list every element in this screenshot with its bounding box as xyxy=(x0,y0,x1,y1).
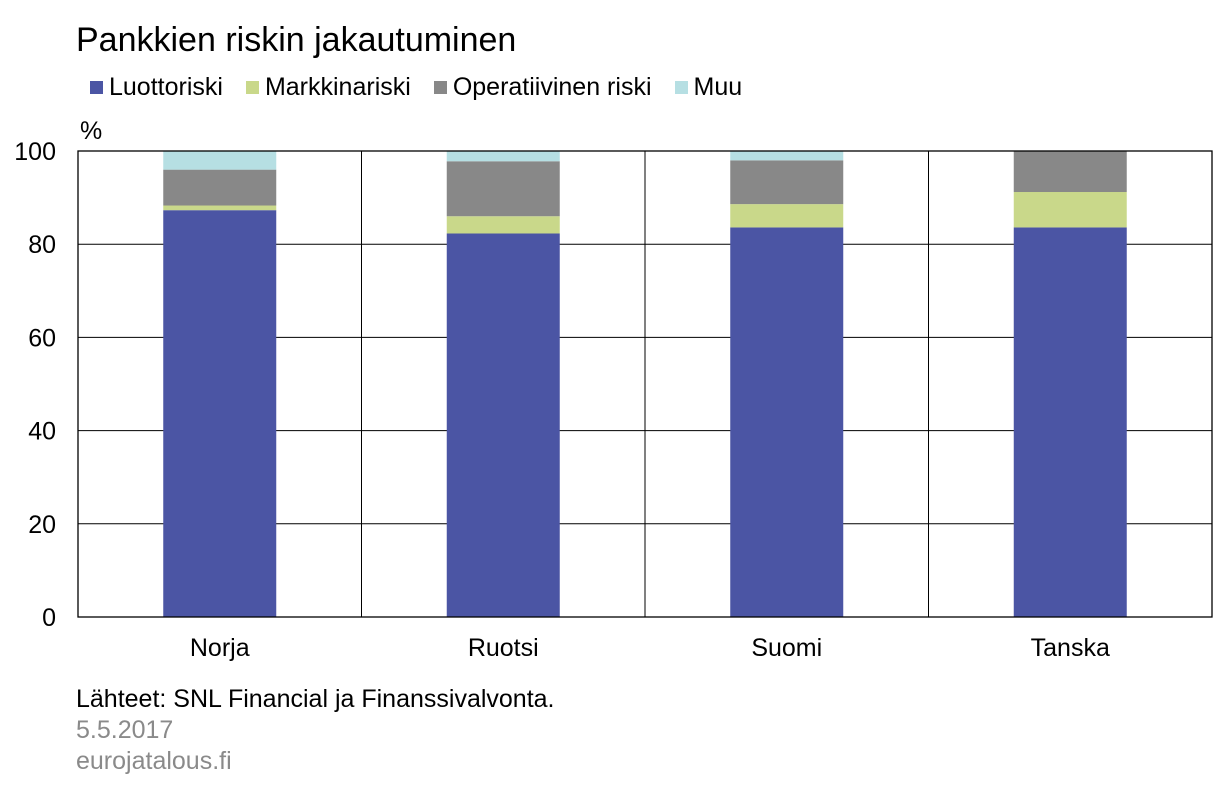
legend-label-muu: Muu xyxy=(693,73,743,101)
chart-title: Pankkien riskin jakautuminen xyxy=(76,21,517,59)
legend-item-luottoriski: Luottoriski xyxy=(90,72,223,102)
y-tick-label: 80 xyxy=(28,231,56,259)
publish-date: 5.5.2017 xyxy=(76,716,174,744)
source-note: Lähteet: SNL Financial ja Finanssivalvon… xyxy=(76,685,555,713)
x-tick-label: Suomi xyxy=(751,634,822,662)
chart-footer: Lähteet: SNL Financial ja Finanssivalvon… xyxy=(76,684,555,777)
bar-segment-markkinariski-suomi xyxy=(730,204,844,228)
y-tick-label: 0 xyxy=(42,604,56,632)
x-tick-label: Ruotsi xyxy=(468,634,539,662)
bar-segment-luottoriski-tanska xyxy=(1013,227,1127,617)
plot-frame xyxy=(77,150,1213,618)
bar-segment-muu-ruotsi xyxy=(446,151,560,162)
legend-label-markkinariski: Markkinariski xyxy=(264,73,411,101)
site-name: eurojatalous.fi xyxy=(76,747,232,775)
bar-segment-luottoriski-ruotsi xyxy=(446,233,560,617)
bar-segment-operatiivinen-riski-tanska xyxy=(1013,151,1127,193)
chart-legend: Luottoriski Markkinariski Operatiivinen … xyxy=(90,72,765,102)
bar-segment-muu-suomi xyxy=(730,151,844,161)
legend-item-operatiivinen-riski: Operatiivinen riski xyxy=(433,72,652,102)
y-tick-label: 40 xyxy=(28,418,56,446)
bar-segment-operatiivinen-riski-ruotsi xyxy=(446,161,560,217)
legend-swatch-luottoriski xyxy=(90,80,103,94)
y-tick-label: 60 xyxy=(28,324,56,352)
legend-swatch-operatiivinen-riski xyxy=(433,80,447,94)
legend-label-operatiivinen-riski: Operatiivinen riski xyxy=(452,73,652,101)
bar-segment-markkinariski-norja xyxy=(163,205,277,211)
bar-segment-operatiivinen-riski-norja xyxy=(163,169,277,206)
bar-segment-markkinariski-tanska xyxy=(1013,192,1127,228)
x-tick-label: Norja xyxy=(190,634,250,662)
x-tick-label: Tanska xyxy=(1031,634,1110,662)
bar-segment-luottoriski-norja xyxy=(163,210,277,617)
y-tick-label: 20 xyxy=(28,511,56,539)
bar-segment-luottoriski-suomi xyxy=(730,227,844,617)
legend-item-muu: Muu xyxy=(674,72,743,102)
legend-item-markkinariski: Markkinariski xyxy=(245,72,411,102)
y-axis-unit-label: % xyxy=(80,117,103,145)
legend-swatch-markkinariski xyxy=(245,80,259,94)
bar-segment-muu-norja xyxy=(163,151,277,170)
legend-swatch-muu xyxy=(674,80,688,94)
bar-segment-operatiivinen-riski-suomi xyxy=(730,160,844,205)
y-tick-label: 100 xyxy=(14,138,56,166)
bar-segment-markkinariski-ruotsi xyxy=(446,216,560,234)
legend-label-luottoriski: Luottoriski xyxy=(109,73,223,101)
